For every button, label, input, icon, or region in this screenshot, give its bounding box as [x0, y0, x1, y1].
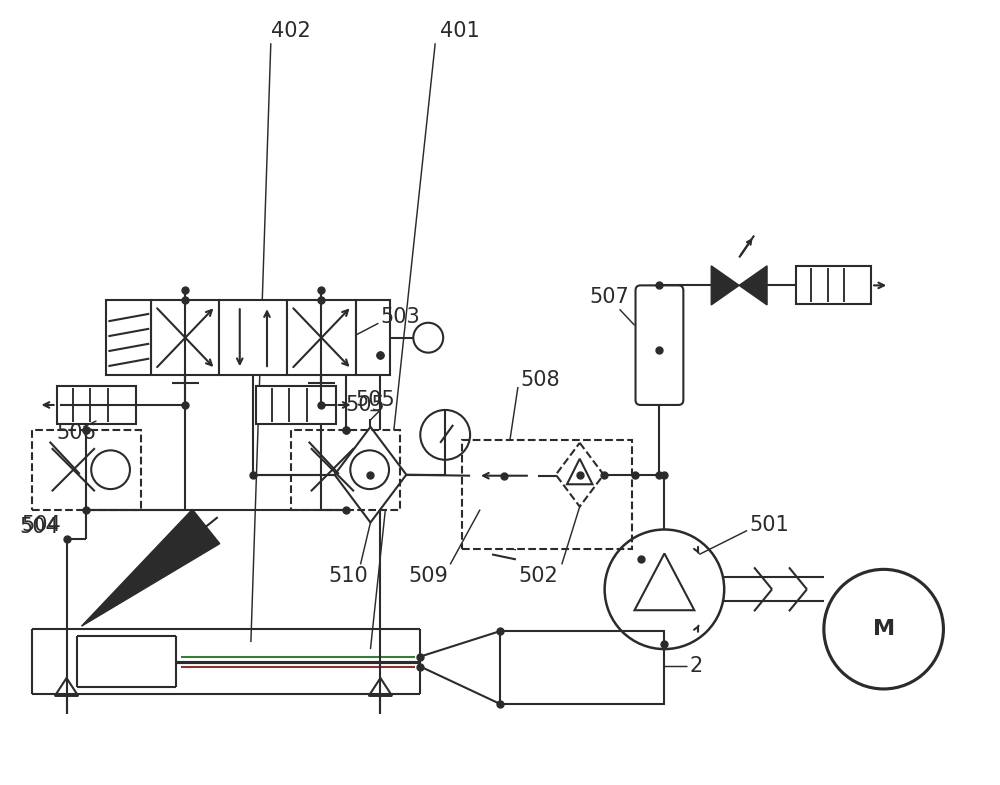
Text: 508: 508: [520, 370, 560, 390]
Bar: [32, 430, 141, 509]
Text: 504: 504: [20, 517, 59, 536]
Polygon shape: [711, 266, 739, 305]
Bar: [57, 386, 136, 424]
Text: 506: 506: [57, 423, 96, 443]
Text: M: M: [873, 619, 895, 639]
Polygon shape: [739, 266, 767, 305]
Bar: [106, 301, 151, 375]
Bar: [287, 301, 356, 375]
Text: 504: 504: [22, 514, 61, 535]
Text: 501: 501: [749, 514, 789, 535]
Text: 2: 2: [689, 656, 703, 676]
Bar: [256, 386, 336, 424]
Text: 502: 502: [518, 566, 558, 586]
Bar: [219, 301, 287, 375]
Text: 401: 401: [440, 21, 480, 42]
Polygon shape: [81, 509, 220, 626]
Bar: [500, 631, 664, 704]
Bar: [462, 440, 632, 550]
Bar: [291, 430, 400, 509]
Text: 510: 510: [329, 566, 368, 586]
Text: 509: 509: [408, 566, 448, 586]
Bar: [356, 301, 390, 375]
FancyBboxPatch shape: [636, 286, 683, 405]
Text: 505: 505: [346, 395, 385, 415]
Text: 507: 507: [590, 287, 629, 308]
Text: 503: 503: [380, 307, 420, 327]
Text: 402: 402: [271, 21, 311, 42]
Text: 505: 505: [356, 390, 395, 410]
Bar: [796, 266, 871, 305]
Bar: [151, 301, 219, 375]
Bar: [470, 442, 538, 509]
